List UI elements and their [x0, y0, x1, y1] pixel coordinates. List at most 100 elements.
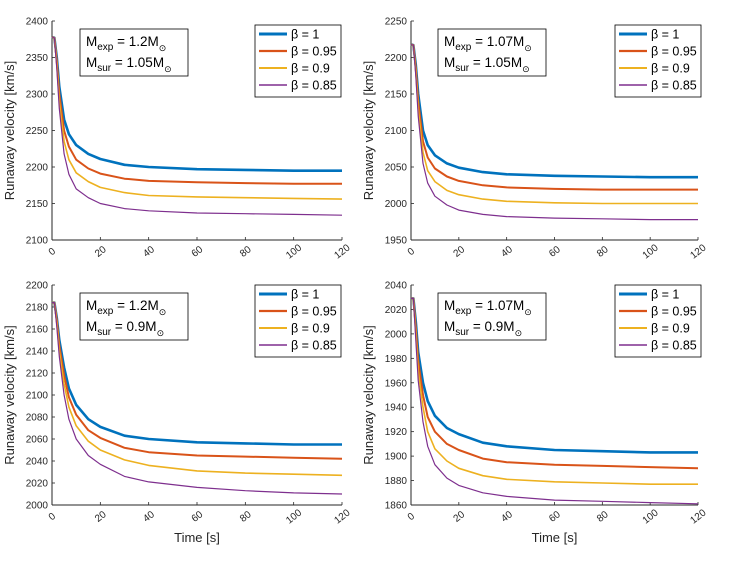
x-tick-label: 80 [595, 244, 611, 260]
y-tick-label: 1940 [385, 403, 408, 414]
y-tick-label: 2050 [385, 163, 408, 174]
series-line-4 [52, 302, 343, 495]
chart-panel-3: 0 20 40 60 80 100 1202000202020402060208021002… [2, 281, 353, 546]
legend: β = 1 β = 0.95 β = 0.9 β = 0.85 [254, 24, 342, 98]
legend: β = 1 β = 0.95 β = 0.9 β = 0.85 [254, 284, 342, 358]
annotation-m-exp: Mexp = 1.2M⊙ [86, 34, 166, 53]
y-tick-label: 2250 [385, 17, 408, 28]
legend-label-4: β = 0.85 [291, 79, 337, 93]
chart-panel-4: 0 20 40 60 80 100 120 1860 1880 1900 1920 1940 1960 1… [361, 281, 709, 546]
y-axis-label: Runaway velocity [km/s] [2, 325, 17, 464]
y-tick-label: 2200 [26, 163, 49, 174]
x-tick-label: 60 [190, 509, 206, 525]
legend-label-3: β = 0.9 [291, 62, 330, 76]
y-tick-label: 2000 [26, 501, 49, 512]
legend-label-1: β = 1 [651, 288, 679, 302]
y-axis-label: Runaway velocity [km/s] [2, 61, 17, 200]
legend-label-2: β = 0.95 [651, 45, 697, 59]
legend-label-1: β = 1 [291, 28, 319, 42]
legend-label-3: β = 0.9 [291, 322, 330, 336]
x-tick-label: 100 [284, 507, 304, 526]
y-tick-label: 2160 [26, 325, 49, 336]
x-tick-label: 100 [641, 507, 661, 526]
x-tick-label: 120 [688, 242, 708, 261]
y-axis-label: Runaway velocity [km/s] [361, 61, 376, 200]
x-tick-label: 40 [141, 509, 157, 525]
x-tick-label: 120 [332, 507, 352, 526]
annotation-frame [79, 292, 189, 341]
x-tick-label: 120 [688, 507, 708, 526]
y-tick-label: 2040 [26, 457, 49, 468]
y-tick-label: 2100 [385, 126, 408, 137]
annotation-box: Mexp = 1.2M⊙ Msur = 0.9M⊙ [79, 292, 189, 341]
series-line-4 [51, 36, 343, 216]
legend-label-4: β = 0.85 [651, 79, 697, 93]
legend-label-4: β = 0.85 [651, 339, 697, 353]
x-tick-label: 120 [332, 242, 352, 261]
y-tick-label: 2020 [385, 305, 408, 316]
y-tick-label: 2100 [26, 391, 49, 402]
y-tick-label: 2200 [385, 53, 408, 64]
x-tick-label: 20 [452, 509, 468, 525]
x-tick-label: 100 [641, 242, 661, 261]
y-axis-label: Runaway velocity [km/s] [361, 325, 376, 464]
y-tick-label: 1880 [385, 476, 408, 487]
y-tick-label: 2180 [26, 303, 49, 314]
y-tick-label: 1860 [385, 501, 408, 512]
x-tick-label: 20 [93, 509, 109, 525]
legend-label-4: β = 0.85 [291, 339, 337, 353]
chart-panel-1: 0 20 40 60 80 100 120 2100 2150 2200 2250 2300 2350 2… [2, 17, 353, 262]
annotation-box: Mexp = 1.2M⊙ Msur = 1.05M⊙ [79, 28, 189, 77]
annotation-m-sur: Msur = 1.05M⊙ [86, 55, 172, 74]
y-tick-label: 2020 [26, 479, 49, 490]
y-tick-label: 2060 [26, 435, 49, 446]
annotation-box: Mexp = 1.07M⊙ Msur = 1.05M⊙ [437, 28, 547, 77]
annotation-m-exp: Mexp = 1.07M⊙ [444, 34, 532, 53]
legend-label-1: β = 1 [651, 28, 679, 42]
legend-label-2: β = 0.95 [291, 305, 337, 319]
annotation-m-exp: Mexp = 1.2M⊙ [86, 298, 166, 317]
chart-panel-2: 0 20 40 60 80 100 120 1950 2000 2050 2100 2150 2200 2… [361, 17, 709, 262]
annotation-box: Mexp = 1.07M⊙ Msur = 0.9M⊙ [437, 292, 547, 341]
x-tick-label: 100 [284, 242, 304, 261]
y-tick-label: 1900 [385, 452, 408, 463]
annotation-m-sur: Msur = 0.9M⊙ [86, 319, 164, 338]
y-tick-label: 2150 [26, 199, 49, 210]
y-tick-label: 1950 [385, 236, 408, 247]
y-tick-label: 2300 [26, 90, 49, 101]
legend: β = 1 β = 0.95 β = 0.9 β = 0.85 [614, 24, 702, 98]
y-tick-label: 2120 [26, 369, 49, 380]
y-tick-label: 2250 [26, 126, 49, 137]
x-axis-label: Time [s] [532, 530, 578, 545]
x-tick-label: 0 [406, 246, 418, 258]
y-tick-label: 2100 [26, 236, 49, 247]
x-tick-label: 20 [93, 244, 109, 260]
x-tick-label: 0 [47, 511, 59, 523]
x-tick-label: 60 [547, 509, 563, 525]
y-tick-label: 2000 [385, 199, 408, 210]
y-tick-label: 2000 [385, 329, 408, 340]
annotation-m-sur: Msur = 0.9M⊙ [444, 319, 522, 338]
legend: β = 1 β = 0.95 β = 0.9 β = 0.85 [614, 284, 702, 358]
x-tick-label: 20 [452, 244, 468, 260]
x-tick-label: 40 [499, 244, 515, 260]
y-tick-label: 1960 [385, 378, 408, 389]
x-tick-label: 0 [406, 511, 418, 523]
y-tick-label: 2200 [26, 281, 49, 292]
x-tick-label: 80 [238, 244, 254, 260]
y-tick-label: 1920 [385, 427, 408, 438]
annotation-frame [79, 28, 189, 77]
legend-label-2: β = 0.95 [651, 305, 697, 319]
y-tick-label: 2150 [385, 90, 408, 101]
x-tick-label: 80 [595, 509, 611, 525]
x-tick-label: 40 [141, 244, 157, 260]
x-tick-label: 80 [238, 509, 254, 525]
x-tick-label: 60 [547, 244, 563, 260]
annotation-m-sur: Msur = 1.05M⊙ [444, 55, 530, 74]
x-tick-label: 60 [190, 244, 206, 260]
annotation-frame [437, 28, 547, 77]
y-tick-label: 2040 [385, 281, 408, 292]
y-tick-label: 1980 [385, 354, 408, 365]
legend-label-1: β = 1 [291, 288, 319, 302]
